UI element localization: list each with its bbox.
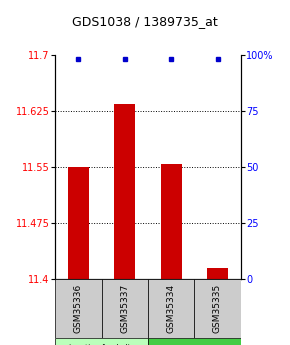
Bar [148, 279, 194, 338]
Bar [194, 279, 241, 338]
Text: GSM35336: GSM35336 [74, 284, 83, 333]
Bar [55, 279, 102, 338]
Bar [114, 104, 135, 279]
Bar [68, 167, 89, 279]
Text: GSM35337: GSM35337 [120, 284, 129, 333]
Text: GSM35335: GSM35335 [213, 284, 222, 333]
Bar [55, 338, 148, 345]
Bar [148, 338, 241, 345]
Bar [207, 268, 228, 279]
Bar [161, 164, 182, 279]
Text: GSM35334: GSM35334 [166, 284, 176, 333]
Text: inactive forskolin
analog: inactive forskolin analog [69, 344, 134, 345]
Bar [102, 279, 148, 338]
Text: GDS1038 / 1389735_at: GDS1038 / 1389735_at [72, 16, 218, 29]
